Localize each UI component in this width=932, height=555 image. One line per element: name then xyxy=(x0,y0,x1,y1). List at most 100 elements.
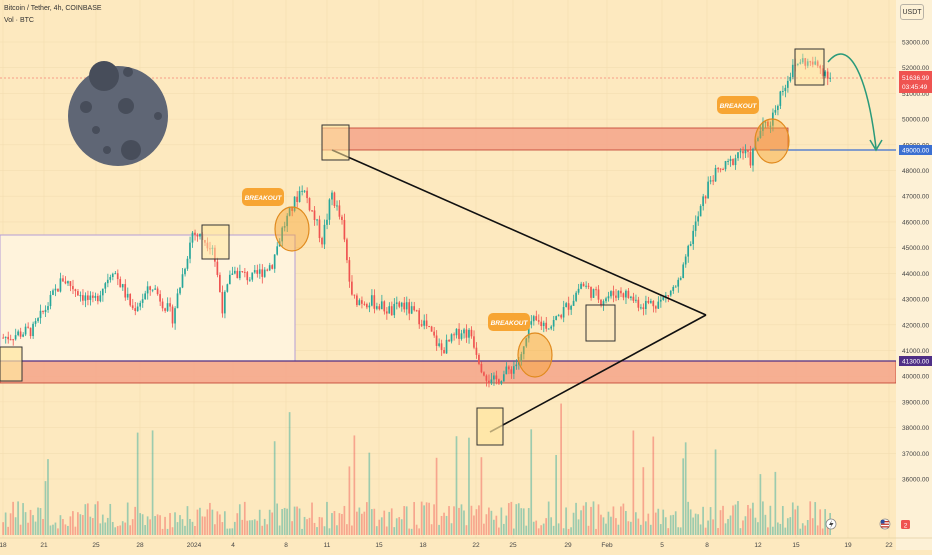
candle-body xyxy=(420,324,423,326)
candle-body xyxy=(146,286,149,294)
volume-bar xyxy=(757,522,759,535)
candle-body xyxy=(82,295,84,301)
volume-bar xyxy=(615,518,617,535)
volume-bar xyxy=(532,521,535,535)
volume-bar xyxy=(176,522,179,535)
volume-bar xyxy=(764,514,767,535)
candle-body xyxy=(719,168,722,170)
candle-body xyxy=(226,284,229,292)
lightning-icon[interactable] xyxy=(825,518,837,530)
currency-button[interactable]: USDT xyxy=(900,4,924,20)
time-tick-label: 12 xyxy=(754,542,762,549)
volume-bar xyxy=(323,526,326,535)
candle-body xyxy=(67,281,69,284)
volume-bar xyxy=(580,510,582,535)
volume-bar xyxy=(794,509,797,535)
candle-body xyxy=(343,219,346,240)
volume-bar xyxy=(22,503,24,535)
volume-bar xyxy=(637,518,640,535)
candle-body xyxy=(149,286,151,290)
volume-bar xyxy=(502,523,505,535)
volume-bar xyxy=(72,511,74,535)
volume-bar xyxy=(727,518,729,535)
candle-body xyxy=(557,315,560,317)
volume-bar xyxy=(89,516,92,535)
candle-body xyxy=(313,210,316,221)
volume-bar xyxy=(353,435,356,535)
candle-body xyxy=(134,308,137,312)
volume-bar xyxy=(14,517,17,535)
price-tick-label: 45000.00 xyxy=(902,245,929,252)
volume-bar xyxy=(709,507,712,535)
candle-body xyxy=(410,306,413,314)
volume-bar xyxy=(791,502,794,535)
volume-bar xyxy=(223,511,226,535)
candle-body xyxy=(174,308,176,324)
us-flag-icon[interactable] xyxy=(879,518,891,530)
candle-body xyxy=(29,327,32,337)
candle-body xyxy=(74,289,77,292)
candle-body xyxy=(109,277,112,280)
candle-body xyxy=(246,272,249,281)
volume-bar xyxy=(420,501,423,535)
highlight-box-5 xyxy=(585,304,616,342)
volume-bar xyxy=(346,524,348,535)
volume-bar xyxy=(453,506,455,535)
candle-body xyxy=(248,279,251,281)
candle-body xyxy=(32,323,34,337)
candle-body xyxy=(829,77,831,79)
volume-bar xyxy=(301,528,303,535)
candle-body xyxy=(749,151,752,166)
candle-body xyxy=(567,303,570,310)
price-tick-label: 43000.00 xyxy=(902,297,929,304)
calendar-badge-icon[interactable]: 2 xyxy=(901,520,910,530)
volume-legend: Vol · BTC xyxy=(4,17,34,24)
volume-bar xyxy=(154,516,156,535)
candle-body xyxy=(642,307,645,309)
time-tick-label: Feb xyxy=(601,542,613,549)
volume-bar xyxy=(602,517,605,535)
time-axis[interactable]: 18 21 25 28 2024 4 8 11 15 18 22 25 29 Feb 5 8 12 15 19 22 xyxy=(0,537,932,549)
volume-bar xyxy=(318,516,321,535)
candle-body xyxy=(625,290,627,298)
candle-body xyxy=(104,283,107,289)
volume-bar xyxy=(206,509,209,535)
volume-bar xyxy=(672,514,675,535)
volume-bar xyxy=(684,442,687,535)
candle-body xyxy=(400,302,403,307)
time-tick-label: 2024 xyxy=(187,542,202,549)
candle-body xyxy=(507,366,510,370)
price-tick-label: 38000.00 xyxy=(902,425,929,432)
candle-body xyxy=(311,210,313,212)
candle-body xyxy=(393,303,396,316)
candle-body xyxy=(714,168,717,182)
volume-bar xyxy=(370,509,373,535)
candle-body xyxy=(326,219,328,225)
volume-bar xyxy=(169,513,171,535)
candle-body xyxy=(495,375,498,380)
candle-body xyxy=(129,293,132,306)
breakout-circle-2 xyxy=(517,332,553,378)
volume-bar xyxy=(328,528,331,535)
svg-text:BREAKOUT: BREAKOUT xyxy=(720,103,758,110)
volume-bar xyxy=(231,528,234,535)
candle-body xyxy=(600,299,602,305)
candle-body xyxy=(131,305,134,309)
volume-bar xyxy=(575,502,577,535)
time-tick-label: 18 xyxy=(419,542,427,549)
candle-body xyxy=(592,289,595,298)
candle-body xyxy=(241,271,244,273)
volume-bar xyxy=(54,522,57,535)
volume-bar xyxy=(2,522,4,535)
candle-body xyxy=(266,269,269,271)
volume-bar xyxy=(607,511,610,535)
candle-body xyxy=(161,301,164,309)
time-tick-label: 15 xyxy=(792,542,800,549)
candle-body xyxy=(24,326,27,335)
volume-bar xyxy=(306,519,308,535)
triangle-lower-line xyxy=(489,314,707,433)
candle-body xyxy=(358,300,361,306)
candle-body xyxy=(759,130,762,138)
breakout-circle-3 xyxy=(754,118,790,164)
